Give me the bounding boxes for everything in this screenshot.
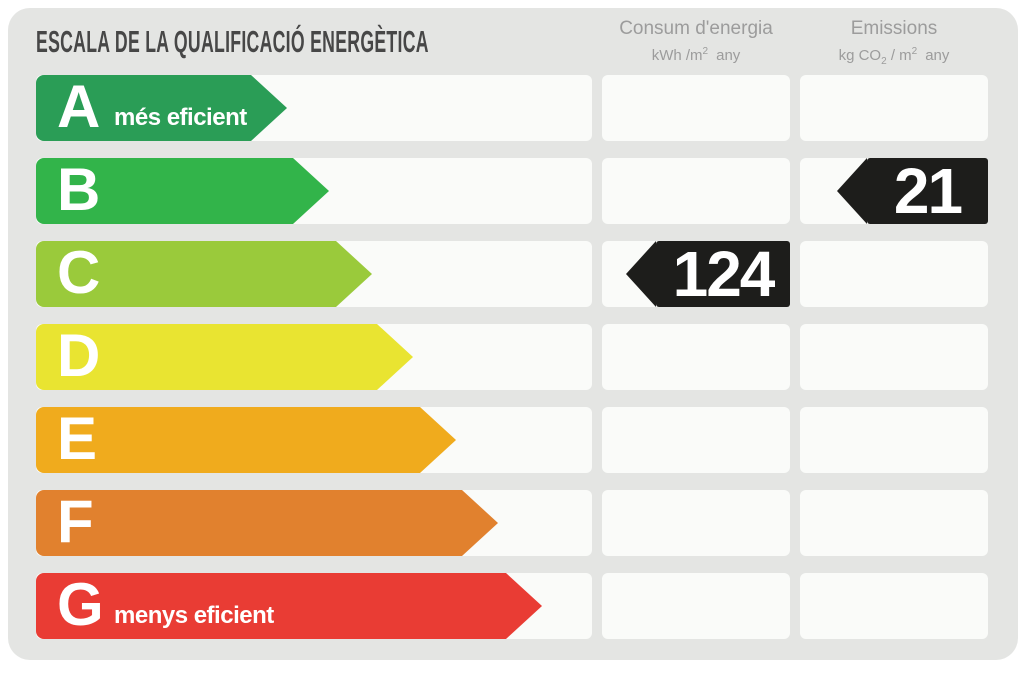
rating-bar-g: G menys eficient	[36, 573, 542, 639]
rating-bar-body: D	[36, 324, 377, 390]
rating-row-e: E	[36, 407, 988, 473]
scale-track-b: B	[36, 158, 592, 224]
emissions-cell-f	[800, 490, 988, 556]
column-header-consum: Consum d'energia kWh /m2 any	[602, 8, 790, 75]
consum-cell-a	[602, 75, 790, 141]
column-header-emissions: Emissions kg CO2 / m2 any	[800, 8, 988, 75]
scale-track-a: A més eficient	[36, 75, 592, 141]
rating-row-a: A més eficient	[36, 75, 988, 141]
emissions-value: 21	[893, 155, 963, 227]
rating-letter-b: B	[57, 155, 101, 223]
emissions-column-unit: kg CO2 / m2 any	[838, 46, 950, 67]
energy-label-card: ESCALA DE LA QUALIFICACIÓ ENERGÈTICA Con…	[8, 8, 1018, 660]
arrow-tip-icon	[462, 490, 498, 556]
badge-body: 124	[656, 241, 790, 307]
rating-bar-body: A més eficient	[36, 75, 251, 141]
rating-row-g: G menys eficient	[36, 573, 988, 639]
rating-bar-c: C	[36, 241, 372, 307]
rating-letter-e: E	[57, 404, 98, 472]
efficiency-note-most: més eficient	[114, 104, 247, 131]
rating-row-d: D	[36, 324, 988, 390]
badge-body: 21	[867, 158, 988, 224]
arrow-tip-icon	[293, 158, 329, 224]
consum-cell-c: 124	[602, 241, 790, 307]
consum-column-title: Consum d'energia	[619, 18, 773, 39]
efficiency-note-least: menys eficient	[114, 602, 274, 629]
consum-cell-f	[602, 490, 790, 556]
emissions-cell-a	[800, 75, 988, 141]
emissions-cell-b: 21	[800, 158, 988, 224]
rating-bar-a: A més eficient	[36, 75, 287, 141]
consum-cell-b	[602, 158, 790, 224]
header: ESCALA DE LA QUALIFICACIÓ ENERGÈTICA Con…	[36, 8, 988, 75]
scale-track-f: F	[36, 490, 592, 556]
rating-row-f: F	[36, 490, 988, 556]
rating-letter-d: D	[57, 321, 101, 389]
arrow-tip-icon	[377, 324, 413, 390]
arrow-tip-icon	[251, 75, 287, 141]
arrow-tip-icon	[420, 407, 456, 473]
rating-bar-body: F	[36, 490, 462, 556]
consum-cell-d	[602, 324, 790, 390]
emissions-cell-e	[800, 407, 988, 473]
consum-value: 124	[672, 238, 776, 310]
rating-bar-body: E	[36, 407, 420, 473]
scale-track-d: D	[36, 324, 592, 390]
rating-letter-a: A	[57, 72, 101, 140]
rating-bar-body: B	[36, 158, 293, 224]
rating-bar-body: G menys eficient	[36, 573, 506, 639]
badge-arrow-icon	[837, 158, 867, 224]
arrow-tip-icon	[336, 241, 372, 307]
rating-letter-g: G	[57, 570, 104, 638]
emissions-value-badge: 21	[837, 158, 988, 224]
scale-track-c: C	[36, 241, 592, 307]
emissions-cell-d	[800, 324, 988, 390]
rating-bar-d: D	[36, 324, 413, 390]
rating-letter-f: F	[57, 487, 94, 555]
consum-cell-e	[602, 407, 790, 473]
rating-bar-b: B	[36, 158, 329, 224]
page-title: ESCALA DE LA QUALIFICACIÓ ENERGÈTICA	[36, 23, 429, 59]
consum-value-badge: 124	[626, 241, 790, 307]
emissions-cell-c	[800, 241, 988, 307]
rating-letter-c: C	[57, 238, 101, 306]
rating-bar-body: C	[36, 241, 336, 307]
rating-row-b: B 21	[36, 158, 988, 224]
rating-bar-e: E	[36, 407, 456, 473]
emissions-column-title: Emissions	[850, 18, 938, 39]
scale-track-e: E	[36, 407, 592, 473]
consum-cell-g	[602, 573, 790, 639]
badge-arrow-icon	[626, 241, 656, 307]
arrow-tip-icon	[506, 573, 542, 639]
emissions-cell-g	[800, 573, 988, 639]
scale-track-g: G menys eficient	[36, 573, 592, 639]
consum-column-unit: kWh /m2 any	[651, 46, 741, 64]
rating-row-c: C 124	[36, 241, 988, 307]
rating-bar-f: F	[36, 490, 498, 556]
